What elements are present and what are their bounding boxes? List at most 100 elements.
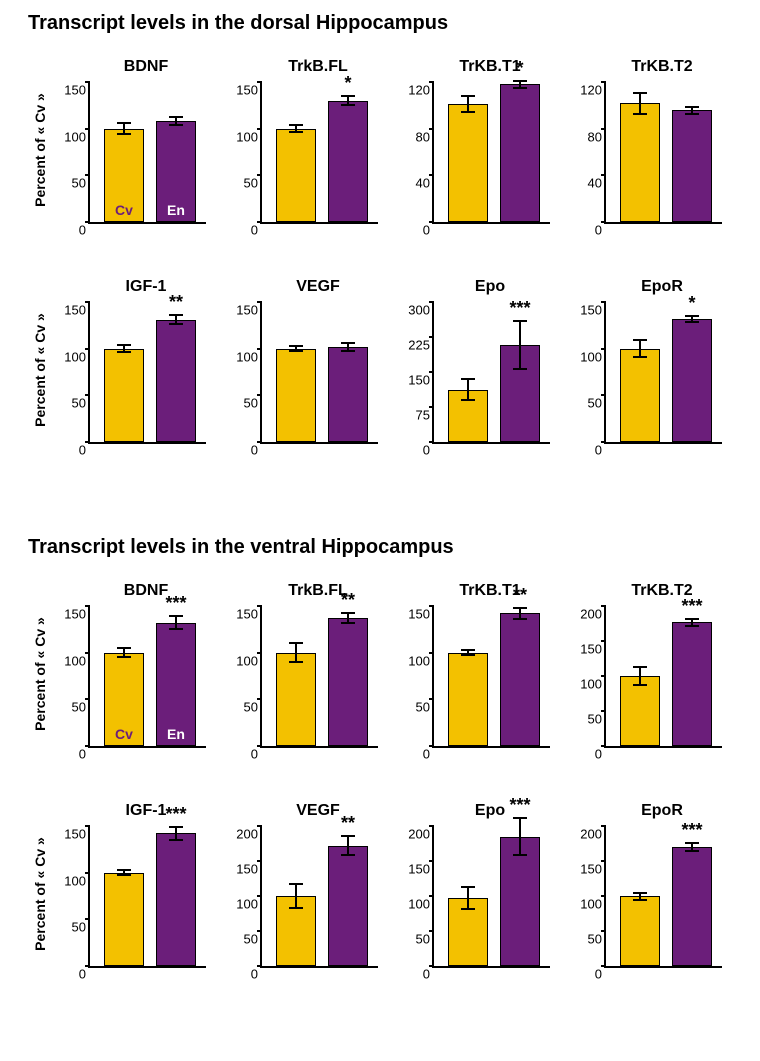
y-tick-mark: [429, 174, 434, 176]
y-tick-mark: [257, 652, 262, 654]
y-tick-label: 150: [408, 373, 434, 388]
error-cap: [461, 886, 475, 888]
error-bar: [467, 379, 469, 400]
y-tick-label: 40: [588, 176, 606, 191]
chart-panel: TrKB.T204080120: [604, 60, 720, 230]
plot-area: 050100150***: [88, 826, 206, 968]
chart-panel: Epo075150225300***: [432, 280, 548, 450]
y-tick-label: 40: [416, 176, 434, 191]
error-cap: [289, 883, 303, 885]
error-cap: [169, 839, 183, 841]
y-tick-mark: [601, 441, 606, 443]
y-tick-mark: [429, 930, 434, 932]
error-cap: [289, 124, 303, 126]
y-tick-mark: [429, 698, 434, 700]
y-tick-label: 100: [64, 129, 90, 144]
y-tick-mark: [429, 745, 434, 747]
y-tick-label: 150: [64, 303, 90, 318]
panel-title: BDNF: [88, 58, 204, 76]
bar-label-cv: Cv: [105, 726, 143, 742]
y-tick-mark: [257, 860, 262, 862]
significance-marker: *: [516, 58, 523, 79]
chart-panel: TrKB.T1050100150**: [432, 584, 548, 754]
bar-label-en: En: [157, 726, 195, 742]
y-tick-mark: [85, 221, 90, 223]
panel-title: VEGF: [260, 278, 376, 296]
error-cap: [117, 351, 131, 353]
y-tick-label: 150: [64, 607, 90, 622]
y-tick-label: 0: [79, 967, 90, 982]
y-tick-mark: [601, 128, 606, 130]
error-bar: [295, 643, 297, 662]
y-tick-label: 100: [236, 653, 262, 668]
error-cap: [513, 854, 527, 856]
chart-panel: TrKB.T2050100150200***: [604, 584, 720, 754]
y-tick-mark: [601, 710, 606, 712]
y-tick-label: 0: [423, 443, 434, 458]
y-tick-label: 0: [79, 747, 90, 762]
error-cap: [289, 907, 303, 909]
y-tick-mark: [85, 652, 90, 654]
y-tick-label: 200: [580, 827, 606, 842]
y-tick-mark: [85, 174, 90, 176]
bar-en: [500, 613, 540, 746]
y-tick-label: 0: [595, 747, 606, 762]
y-tick-label: 150: [408, 862, 434, 877]
y-tick-mark: [257, 348, 262, 350]
bar-cv: [620, 676, 660, 746]
error-cap: [633, 684, 647, 686]
y-tick-mark: [85, 965, 90, 967]
y-tick-label: 0: [251, 747, 262, 762]
panel-title: EpoR: [604, 802, 720, 820]
y-tick-mark: [429, 406, 434, 408]
bar-label-cv: Cv: [105, 202, 143, 218]
y-tick-mark: [601, 675, 606, 677]
error-cap: [633, 666, 647, 668]
y-tick-label: 100: [580, 897, 606, 912]
significance-marker: ***: [681, 820, 702, 841]
panel-title: TrKB.T2: [604, 58, 720, 76]
y-tick-label: 150: [580, 642, 606, 657]
y-tick-mark: [429, 128, 434, 130]
significance-marker: *: [344, 73, 351, 94]
y-tick-label: 50: [72, 396, 90, 411]
y-tick-label: 100: [236, 129, 262, 144]
y-tick-mark: [257, 745, 262, 747]
y-tick-label: 80: [416, 129, 434, 144]
y-tick-mark: [85, 348, 90, 350]
error-cap: [341, 622, 355, 624]
chart-panel: VEGF050100150: [260, 280, 376, 450]
y-axis-label: Percent of « Cv »: [32, 300, 48, 440]
y-tick-label: 200: [236, 827, 262, 842]
significance-marker: ***: [509, 795, 530, 816]
y-tick-mark: [429, 336, 434, 338]
y-tick-mark: [601, 221, 606, 223]
y-tick-label: 150: [236, 607, 262, 622]
error-bar: [519, 818, 521, 854]
y-tick-label: 100: [64, 349, 90, 364]
y-tick-label: 150: [580, 862, 606, 877]
y-tick-mark: [429, 221, 434, 223]
y-tick-mark: [85, 81, 90, 83]
panel-title: TrkB.FL: [260, 582, 376, 600]
error-cap: [685, 618, 699, 620]
error-cap: [461, 111, 475, 113]
significance-marker: **: [341, 813, 355, 834]
error-bar: [467, 887, 469, 909]
y-tick-label: 100: [236, 897, 262, 912]
error-cap: [461, 649, 475, 651]
bar-cv: [448, 653, 488, 746]
y-tick-label: 150: [408, 607, 434, 622]
bar-cv: [620, 896, 660, 966]
significance-marker: ***: [165, 593, 186, 614]
y-tick-mark: [601, 394, 606, 396]
y-tick-mark: [601, 348, 606, 350]
section-title-ventral: Transcript levels in the ventral Hippoca…: [28, 536, 454, 559]
y-tick-mark: [257, 965, 262, 967]
error-cap: [685, 321, 699, 323]
panel-title: EpoR: [604, 278, 720, 296]
error-cap: [341, 350, 355, 352]
error-cap: [513, 80, 527, 82]
y-tick-label: 0: [595, 967, 606, 982]
y-tick-mark: [429, 605, 434, 607]
